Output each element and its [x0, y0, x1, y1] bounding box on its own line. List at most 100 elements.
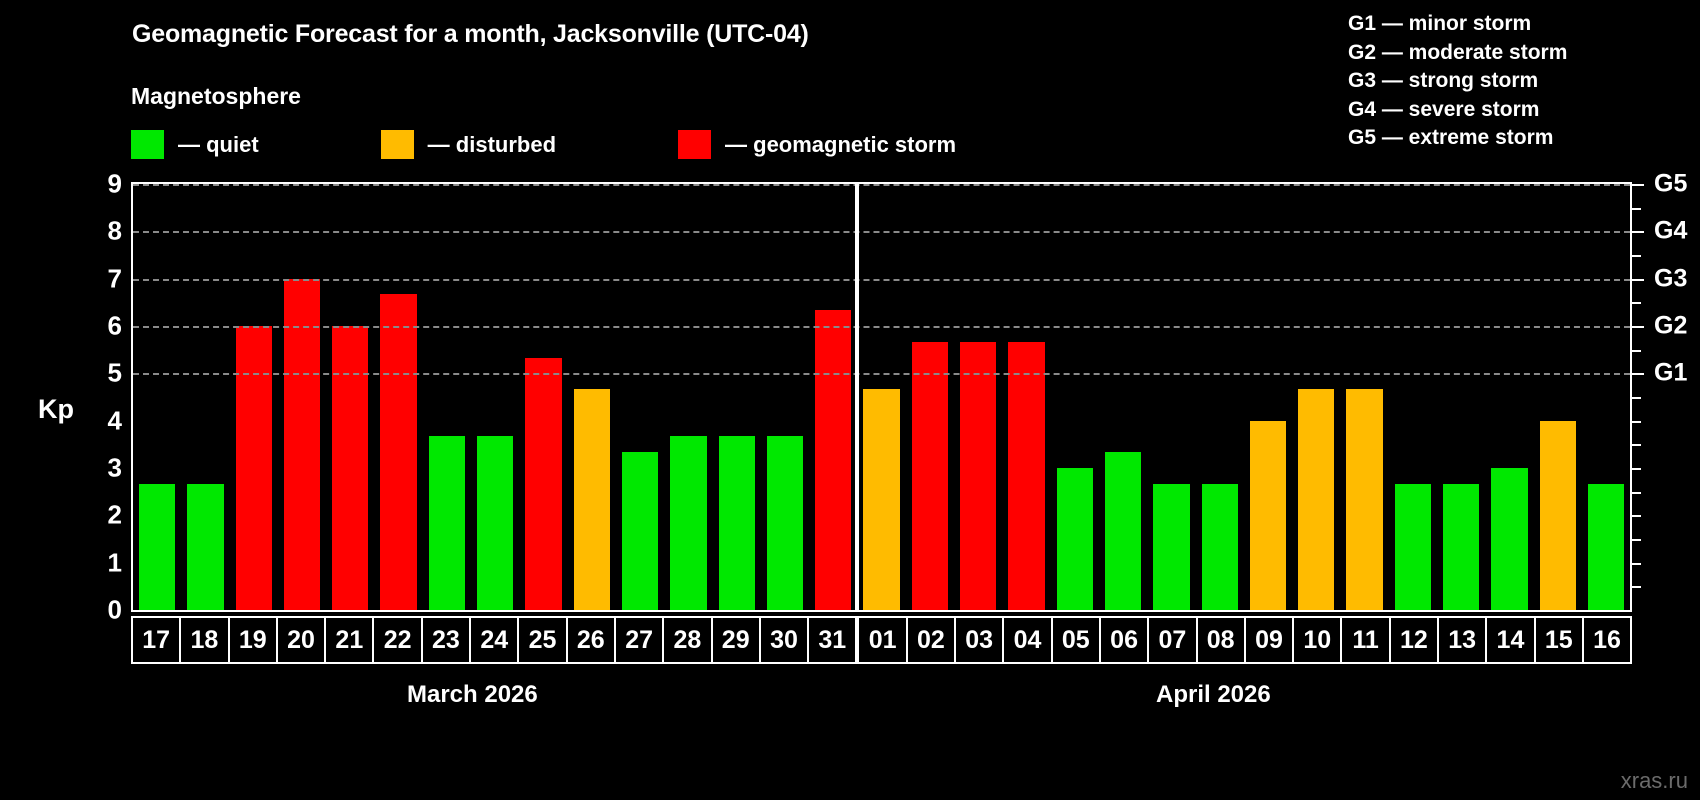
day-label[interactable]: 22: [374, 618, 423, 662]
bar-slot: [906, 184, 954, 610]
bar[interactable]: [1295, 388, 1338, 610]
bar[interactable]: [860, 388, 903, 610]
day-label[interactable]: 21: [326, 618, 375, 662]
watermark: xras.ru: [1620, 768, 1688, 793]
day-label[interactable]: 10: [1294, 618, 1343, 662]
day-label[interactable]: 18: [181, 618, 230, 662]
g-tick-minor: [1632, 420, 1641, 423]
bar[interactable]: [1150, 483, 1193, 610]
bar[interactable]: [1488, 468, 1531, 610]
legend-item: — quiet: [131, 130, 259, 159]
month-divider: [855, 182, 860, 612]
bar[interactable]: [232, 326, 275, 610]
day-label[interactable]: 04: [1004, 618, 1053, 662]
bar[interactable]: [1343, 388, 1386, 610]
gridline: [133, 278, 1630, 281]
day-label[interactable]: 13: [1439, 618, 1488, 662]
bar-slot: [1437, 184, 1485, 610]
day-label[interactable]: 20: [278, 618, 327, 662]
quiet-swatch: [131, 130, 164, 159]
bar[interactable]: [957, 341, 1000, 610]
bar-slot: [568, 184, 616, 610]
bar[interactable]: [1053, 468, 1096, 610]
bar[interactable]: [1391, 483, 1435, 610]
day-label[interactable]: 16: [1593, 625, 1621, 654]
day-label[interactable]: 06: [1101, 618, 1150, 662]
day-label[interactable]: 26: [568, 618, 616, 662]
day-label[interactable]: 08: [1198, 618, 1246, 662]
y-tick-label: 7: [107, 263, 122, 294]
bar[interactable]: [1440, 483, 1483, 610]
day-label[interactable]: 15: [1536, 618, 1584, 662]
bar[interactable]: [812, 310, 855, 610]
day-label[interactable]: 11: [1342, 618, 1391, 662]
day-label[interactable]: 03: [956, 618, 1005, 662]
legend-label: — disturbed: [427, 131, 557, 157]
day-label[interactable]: 14: [1487, 618, 1536, 662]
day-label[interactable]: 19: [230, 618, 278, 662]
bar[interactable]: [1198, 483, 1241, 610]
bar-slot: [326, 184, 374, 610]
bar-slot: [1389, 184, 1437, 610]
bar[interactable]: [763, 436, 807, 610]
day-label[interactable]: 31: [809, 618, 860, 662]
bar-slot: [761, 184, 809, 610]
bar[interactable]: [715, 436, 758, 610]
gridline: [133, 231, 1630, 234]
bar[interactable]: [184, 483, 227, 610]
bar-slot: [471, 184, 519, 610]
storm-swatch: [678, 130, 712, 159]
bar[interactable]: [1536, 420, 1579, 610]
day-label[interactable]: 09: [1246, 618, 1295, 662]
day-label[interactable]: 01: [859, 618, 908, 662]
day-label[interactable]: 24: [471, 618, 520, 662]
y-tick-label: 3: [107, 452, 122, 483]
bar[interactable]: [667, 436, 710, 610]
day-label[interactable]: 17: [133, 618, 182, 662]
y-tick-label: 4: [107, 405, 122, 436]
bar[interactable]: [329, 326, 372, 610]
bar[interactable]: [377, 294, 420, 610]
day-label[interactable]: 23: [423, 618, 472, 662]
day-label[interactable]: 05: [1053, 618, 1101, 662]
bar-slot: [1051, 184, 1099, 610]
bar[interactable]: [618, 452, 662, 610]
month-label-right: April 2026: [1156, 681, 1271, 708]
bar[interactable]: [474, 436, 517, 610]
day-label[interactable]: 29: [713, 618, 761, 662]
g-tick-label: G2: [1654, 311, 1688, 340]
y-axis-title: Kp: [38, 394, 74, 424]
bar-slot: [713, 184, 761, 610]
g-tick-label: G5: [1654, 169, 1688, 198]
day-label[interactable]: 27: [616, 618, 665, 662]
y-tick-label: 9: [107, 168, 122, 199]
y-axis-labels: 0 1 2 3 4 5 6 7 8 9: [72, 169, 204, 625]
day-label[interactable]: 12: [1391, 618, 1440, 662]
g-tick-minor: [1632, 397, 1641, 399]
bar[interactable]: [280, 278, 324, 610]
bar[interactable]: [425, 436, 469, 610]
bar-slot: [1196, 184, 1244, 610]
day-label[interactable]: 02: [908, 618, 957, 662]
bar[interactable]: [1101, 452, 1145, 610]
day-label[interactable]: 28: [664, 618, 713, 662]
bar[interactable]: [522, 357, 565, 610]
y-tick-label: 2: [107, 499, 122, 530]
bar[interactable]: [1005, 341, 1048, 610]
g-scale-line: G5 — extreme storm: [1348, 126, 1554, 149]
bar-slot: [278, 184, 326, 610]
g-tick-minor: [1632, 349, 1641, 352]
bar-slot: [1534, 184, 1582, 610]
day-label[interactable]: 07: [1149, 618, 1198, 662]
bar[interactable]: [908, 341, 952, 610]
bar[interactable]: [1584, 483, 1628, 610]
g-tick-minor: [1632, 255, 1641, 257]
day-label[interactable]: 25: [519, 618, 568, 662]
bar[interactable]: [570, 388, 613, 610]
page-title: Geomagnetic Forecast for a month, Jackso…: [132, 20, 809, 48]
bar[interactable]: [136, 483, 179, 610]
day-label[interactable]: 30: [761, 618, 810, 662]
bar[interactable]: [1246, 420, 1290, 610]
bar-slot: [664, 184, 712, 610]
g-axis: G1 G2 G3 G4 G5: [1632, 170, 1692, 612]
